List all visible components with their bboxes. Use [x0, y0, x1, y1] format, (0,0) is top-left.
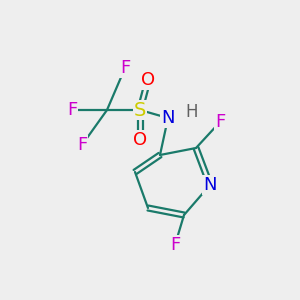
- Text: F: F: [215, 113, 225, 131]
- Text: F: F: [67, 101, 77, 119]
- Text: F: F: [170, 236, 180, 254]
- Text: N: N: [203, 176, 217, 194]
- Text: O: O: [141, 71, 155, 89]
- Text: O: O: [133, 131, 147, 149]
- Text: N: N: [161, 109, 175, 127]
- Text: S: S: [134, 100, 146, 119]
- Text: F: F: [120, 59, 130, 77]
- Text: H: H: [186, 103, 198, 121]
- Text: F: F: [77, 136, 87, 154]
